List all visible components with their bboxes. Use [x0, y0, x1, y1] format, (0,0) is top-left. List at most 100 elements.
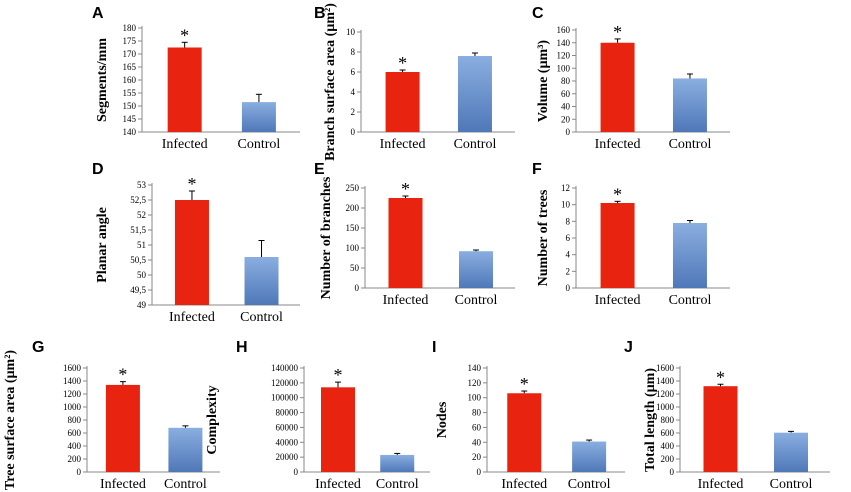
bar-infected-e [388, 198, 423, 288]
y-tick-label-h: 60000 [276, 422, 299, 432]
bar-control-i [572, 441, 607, 472]
y-tick-label-d: 52 [137, 210, 146, 220]
y-tick-label-b: 4 [351, 87, 356, 97]
x-category-label-j: Control [770, 477, 813, 492]
x-category-label-i: Infected [501, 477, 547, 492]
bar-control-f [672, 223, 707, 288]
x-category-label-b: Control [454, 137, 497, 152]
significance-marker-i: * [520, 374, 529, 394]
y-axis-label-i: Nodes [435, 401, 450, 438]
panel-e: E 0 50 100 150 200 250 Number of branches * Infec… [314, 161, 515, 308]
y-axis-label-d: Planar angle [95, 207, 110, 283]
y-tick-label-g: 1200 [63, 389, 82, 399]
y-tick-label-e: 200 [346, 203, 360, 213]
y-axis-label-f: Number of trees [536, 189, 551, 286]
y-tick-label-j: 200 [661, 454, 675, 464]
y-tick-label-e: 100 [346, 243, 360, 253]
bar-control-e [459, 251, 493, 288]
y-tick-label-i: 60 [472, 422, 482, 432]
y-tick-label-a: 140 [123, 127, 137, 137]
x-category-label-a: Infected [162, 137, 208, 152]
y-tick-label-h: 100000 [271, 393, 299, 403]
y-tick-label-h: 140000 [271, 363, 299, 373]
y-tick-label-g: 1600 [63, 363, 82, 373]
bar-control-c [672, 78, 707, 132]
y-tick-label-b: 6 [351, 67, 356, 77]
y-tick-label-d: 50 [137, 270, 147, 280]
y-tick-label-h: 120000 [271, 378, 299, 388]
bar-control-j [774, 432, 808, 472]
panel-label-e: E [314, 161, 325, 178]
y-tick-label-c: 0 [566, 127, 571, 137]
bar-infected-i [507, 393, 542, 472]
y-tick-label-j: 1600 [656, 363, 675, 373]
y-tick-label-c: 100 [557, 63, 571, 73]
y-tick-label-f: 6 [566, 233, 571, 243]
significance-marker-c: * [613, 22, 622, 42]
y-tick-label-b: 2 [351, 107, 356, 117]
panel-g: G 0 200 400 600 800 1000 1200 1400 1600 Tree surfa… [3, 339, 220, 492]
panel-f: F 0 2 4 6 8 10 12 Number of trees * Infected Contro… [532, 161, 730, 308]
y-tick-label-j: 600 [661, 428, 675, 438]
y-tick-label-e: 150 [346, 223, 360, 233]
y-tick-label-a: 150 [123, 101, 137, 111]
x-category-label-e: Infected [383, 293, 429, 308]
y-tick-label-a: 175 [123, 36, 137, 46]
y-axis-label-b: Branch surface area (µm²) [323, 3, 338, 161]
panel-a: A 140 145 150 155 160 165 170 175 180 Segments/mm *… [92, 5, 300, 152]
y-tick-label-g: 200 [68, 454, 82, 464]
y-tick-label-a: 165 [123, 62, 137, 72]
y-tick-label-c: 40 [561, 102, 571, 112]
panel-h: H 0 20000 40000 60000 80000 100000 120000 140000… [205, 339, 430, 492]
y-tick-label-f: 2 [566, 266, 571, 276]
x-category-label-h: Infected [315, 477, 361, 492]
y-tick-label-e: 250 [346, 183, 360, 193]
y-tick-label-d: 51,5 [130, 225, 146, 235]
bar-infected-j [703, 386, 738, 472]
y-tick-label-g: 1400 [63, 376, 82, 386]
y-tick-label-c: 160 [557, 25, 571, 35]
y-tick-label-i: 40 [472, 437, 482, 447]
y-tick-label-e: 50 [350, 263, 360, 273]
y-tick-label-c: 80 [561, 76, 571, 86]
panel-label-c: C [532, 5, 544, 22]
y-axis-label-j: Total length (µm) [643, 368, 658, 472]
y-tick-label-d: 50,5 [130, 255, 146, 265]
significance-marker-e: * [401, 179, 410, 199]
x-category-label-e: Control [455, 293, 498, 308]
y-tick-label-h: 40000 [276, 437, 299, 447]
x-category-label-h: Control [376, 477, 419, 492]
panel-c: C 0 20 40 60 80 100 120 140 160 Volume (µm³) * Infec… [532, 5, 730, 152]
y-tick-label-a: 160 [123, 75, 137, 85]
bar-infected-b [385, 72, 420, 132]
y-tick-label-h: 20000 [276, 452, 299, 462]
x-category-label-b: Infected [380, 137, 426, 152]
panel-label-j: J [624, 339, 633, 356]
y-tick-label-j: 1000 [656, 402, 675, 412]
y-tick-label-g: 1000 [63, 402, 82, 412]
y-tick-label-b: 10 [346, 27, 356, 37]
y-tick-label-a: 170 [123, 49, 137, 59]
y-tick-label-i: 100 [468, 393, 482, 403]
y-tick-label-i: 140 [468, 363, 482, 373]
y-tick-label-i: 0 [477, 467, 482, 477]
y-tick-label-h: 80000 [276, 408, 299, 418]
bar-infected-c [600, 42, 635, 132]
y-tick-label-d: 53 [137, 180, 147, 190]
y-tick-label-a: 145 [123, 114, 137, 124]
y-tick-label-i: 80 [472, 408, 482, 418]
y-tick-label-f: 4 [566, 250, 571, 260]
y-tick-label-f: 0 [566, 283, 571, 293]
y-tick-label-c: 140 [557, 38, 571, 48]
x-category-label-g: Control [164, 477, 207, 492]
y-tick-label-d: 52,5 [130, 195, 146, 205]
panel-label-i: I [432, 339, 436, 356]
y-tick-label-a: 180 [123, 23, 137, 33]
y-axis-label-g: Tree surface area (µm²) [3, 350, 18, 490]
x-category-label-j: Infected [698, 477, 744, 492]
y-tick-label-b: 8 [351, 47, 356, 57]
x-category-label-c: Infected [595, 137, 641, 152]
y-tick-label-i: 120 [468, 378, 482, 388]
bar-control-h [380, 454, 415, 472]
y-tick-label-j: 1200 [656, 389, 675, 399]
